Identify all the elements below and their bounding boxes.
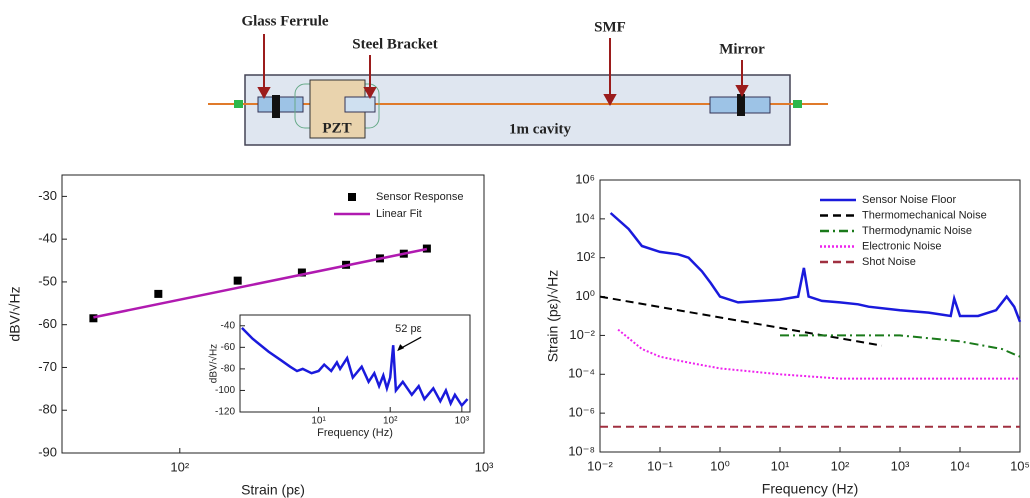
legend-label: Thermomechanical Noise	[862, 209, 987, 221]
x-tick-label: 10²	[383, 416, 398, 427]
plot-frame	[239, 314, 471, 413]
marker	[89, 314, 98, 323]
x-tick-label: 10⁻¹	[647, 458, 673, 473]
y-tick-label: -40	[221, 320, 236, 331]
x-tick-label: 10²	[831, 458, 850, 473]
x-axis-label: Frequency (Hz)	[317, 427, 393, 439]
y-tick-label: 10⁰	[575, 288, 595, 303]
diagram: Glass Ferrule Steel Bracket SMF Mirror P…	[208, 13, 828, 146]
label: Glass Ferrule	[241, 13, 328, 29]
x-tick-label: 10²	[170, 459, 189, 474]
legend-label: Sensor Noise Floor	[862, 194, 956, 206]
label: Mirror	[719, 41, 765, 57]
x-tick-label: 10¹	[771, 458, 790, 473]
legend-label: Shot Noise	[862, 256, 916, 268]
y-tick-label: -120	[215, 407, 235, 418]
y-tick-label: -70	[38, 359, 57, 374]
series-line	[599, 295, 883, 347]
x-tick-label: 10¹	[311, 416, 326, 427]
x-axis-label: Strain (pε)	[241, 482, 305, 498]
y-tick-label: -40	[38, 231, 57, 246]
x-tick-label: 10⁻²	[587, 458, 613, 473]
connector	[793, 100, 802, 108]
label: SMF	[594, 19, 626, 35]
y-tick-label: -30	[38, 188, 57, 203]
y-tick-label: 10²	[576, 249, 595, 264]
legend-label: Electronic Noise	[862, 240, 941, 252]
series-line	[617, 328, 1020, 380]
legend-marker	[348, 193, 356, 201]
legend-label: Linear Fit	[376, 208, 422, 220]
y-tick-label: 10⁻⁴	[568, 366, 595, 381]
ferrule	[257, 96, 304, 113]
label: Steel Bracket	[352, 36, 437, 52]
marker	[422, 244, 431, 253]
x-tick-label: 10⁵	[1010, 458, 1030, 473]
connector	[234, 100, 243, 108]
marker	[154, 289, 163, 298]
legend-label: Thermodynamic Noise	[862, 225, 972, 237]
x-axis-label: Frequency (Hz)	[762, 481, 858, 497]
y-tick-label: -90	[38, 444, 57, 459]
y-tick-label: -60	[38, 316, 57, 331]
marker	[297, 268, 306, 277]
y-axis-label: dBV/√Hz	[7, 286, 23, 341]
ferrule	[344, 96, 376, 113]
y-tick-label: -100	[215, 385, 235, 396]
label: PZT	[322, 120, 351, 136]
y-tick-label: 10⁴	[575, 210, 595, 225]
y-tick-label: -80	[221, 364, 236, 375]
label: 1m cavity	[509, 121, 572, 137]
y-tick-label: 10⁻⁸	[568, 443, 595, 458]
x-tick-label: 10⁴	[950, 458, 970, 473]
y-tick-label: -80	[38, 402, 57, 417]
x-tick-label: 10³	[475, 459, 494, 474]
series-line	[780, 334, 1021, 358]
annotation-arrowhead	[397, 344, 405, 352]
annotation: 52 pε	[395, 323, 421, 335]
mirror	[737, 94, 745, 116]
series-line	[241, 327, 469, 408]
x-tick-label: 10³	[891, 458, 910, 473]
marker	[233, 276, 242, 285]
y-tick-label: 10⁻⁶	[568, 405, 595, 420]
series-line	[609, 212, 1022, 323]
y-tick-label: 10⁻²	[569, 327, 595, 342]
y-tick-label: 10⁶	[575, 171, 595, 186]
legend-label: Sensor Response	[376, 191, 463, 203]
x-tick-label: 10³	[455, 416, 470, 427]
arrows	[257, 34, 749, 107]
y-tick-label: -60	[221, 342, 236, 353]
ferrule-end	[272, 95, 280, 118]
y-axis-label: dBV/√Hz	[208, 344, 220, 383]
series-line	[93, 247, 428, 319]
x-tick-label: 10⁰	[710, 458, 730, 473]
y-axis-label: Strain (pε)/√Hz	[545, 270, 561, 363]
y-tick-label: -50	[38, 273, 57, 288]
